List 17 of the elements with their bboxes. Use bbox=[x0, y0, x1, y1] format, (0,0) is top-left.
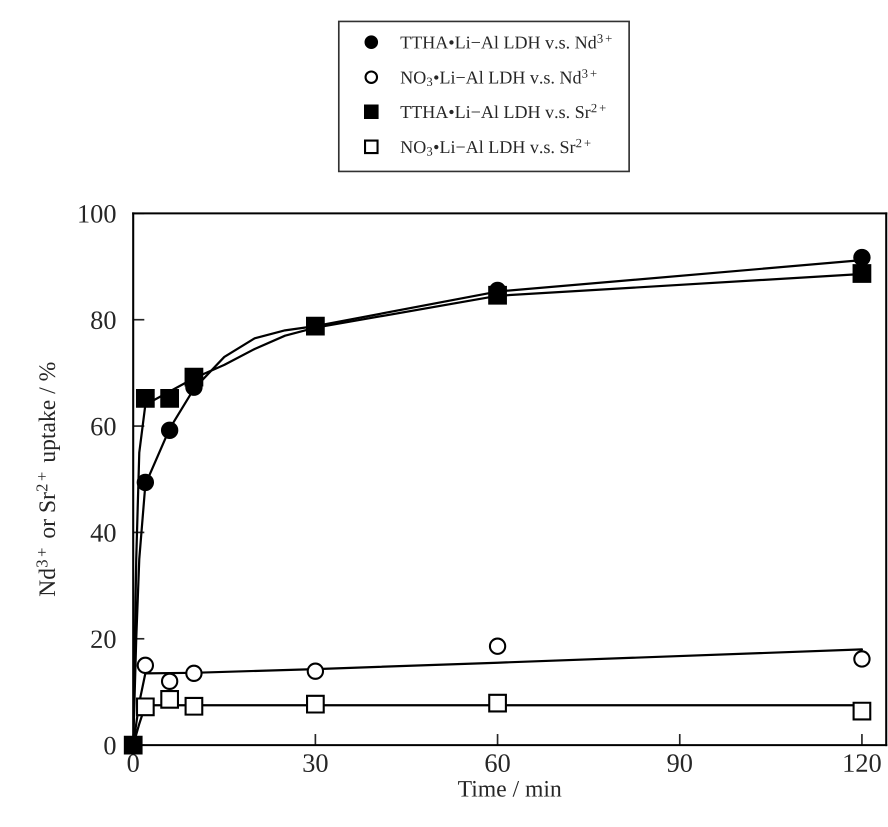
x-tick-label: 30 bbox=[303, 754, 328, 772]
y-tick-label: 40 bbox=[90, 524, 116, 542]
legend-label: TTHA•Li−Al LDH v.s. Nd$^{3+}$ bbox=[400, 34, 612, 49]
x-tick-label: 90 bbox=[667, 754, 692, 772]
legend-label: NO$_{3}$•Li−Al LDH v.s. Nd$^{3+}$ bbox=[400, 69, 596, 86]
y-tick-label: 100 bbox=[79, 204, 116, 223]
y-tick-label: 20 bbox=[91, 630, 116, 648]
legend-label: NO$_{3}$•Li−Al LDH v.s. Sr$^{2+}$ bbox=[400, 138, 590, 156]
y-tick-label: 0 bbox=[104, 736, 116, 755]
x-axis-title: Time / min bbox=[458, 780, 562, 797]
y-tick-label: 80 bbox=[91, 311, 116, 330]
legend-label: TTHA•Li−Al LDH v.s. Sr$^{2+}$ bbox=[400, 104, 606, 118]
x-tick-label: 60 bbox=[486, 754, 510, 772]
y-tick-label: 60 bbox=[91, 418, 116, 436]
x-tick-label: 0 bbox=[128, 754, 139, 772]
y-axis-title: Nd$^{3+}$ or Sr$^{2+}$ uptake / % bbox=[36, 362, 60, 596]
x-tick-label: 120 bbox=[844, 754, 881, 772]
